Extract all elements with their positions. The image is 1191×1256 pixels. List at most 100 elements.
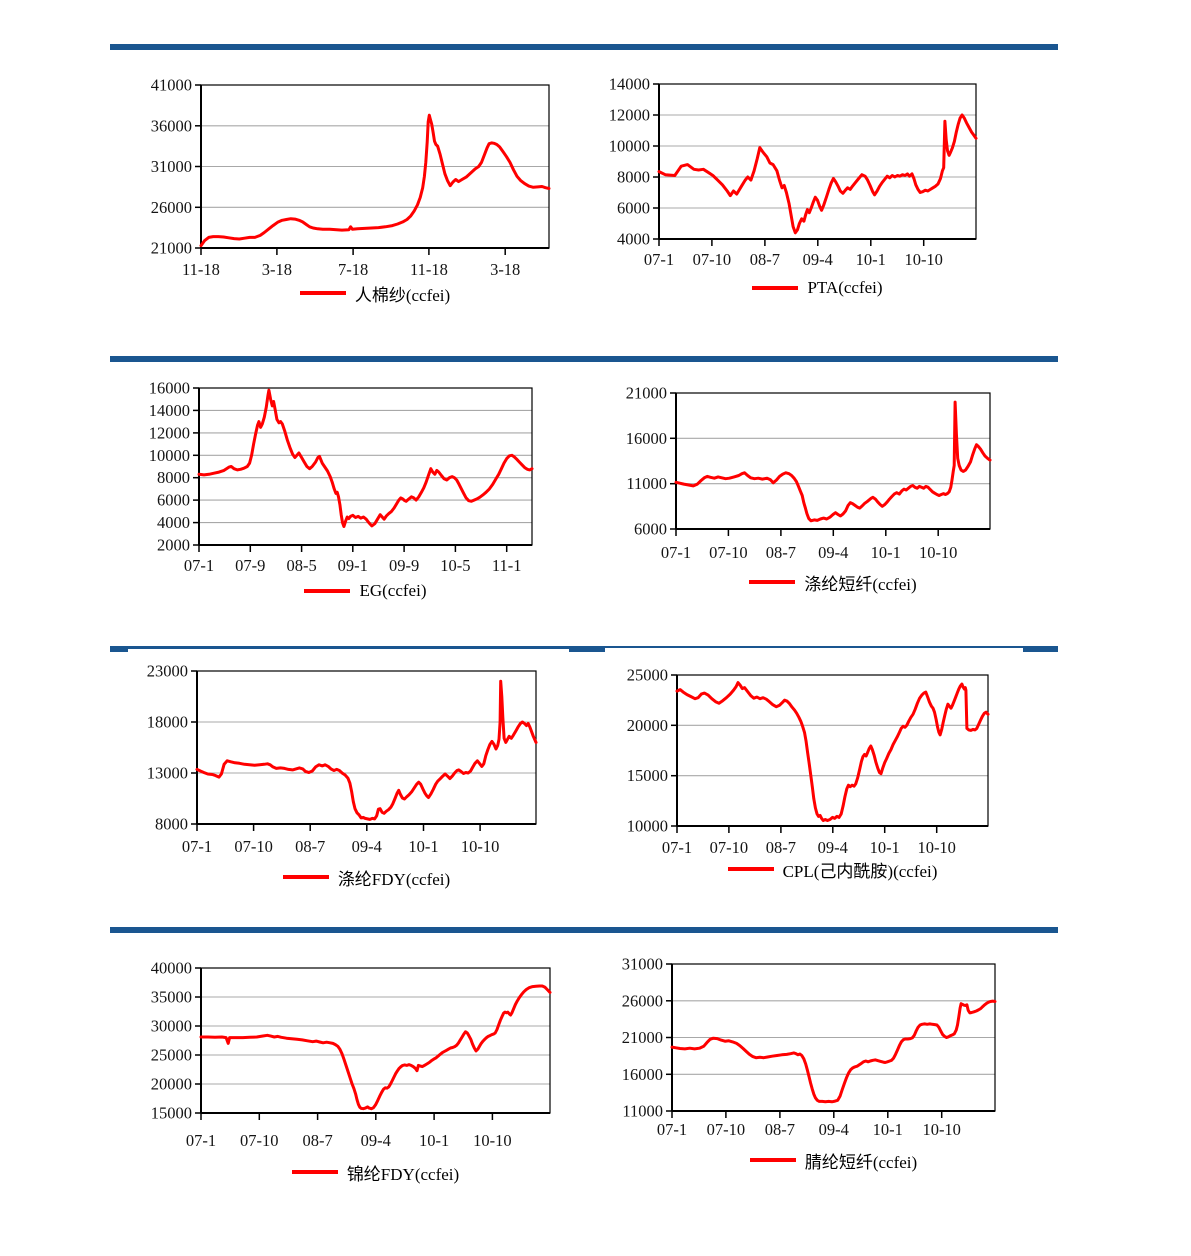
x-tick-label: 08-5 bbox=[286, 556, 316, 575]
y-tick-label: 16000 bbox=[149, 379, 190, 398]
y-tick-label: 10000 bbox=[149, 446, 190, 465]
chart-cpl: 10000 15000 20000 25000 07-1 07-10 08-7 09-4 10-… bbox=[605, 648, 1023, 889]
x-tick-label: 10-5 bbox=[440, 556, 470, 575]
series-line bbox=[199, 113, 551, 248]
chart-rayon-yarn: 21000 26000 31000 36000 41000 11-18 3-18 7-18 11… bbox=[128, 60, 566, 315]
x-tick-label: 07-10 bbox=[240, 1131, 278, 1150]
x-tick-label: 10-1 bbox=[873, 1120, 903, 1139]
x-tick-label: 07-10 bbox=[234, 837, 272, 856]
y-tick-label: 30000 bbox=[151, 1017, 192, 1036]
x-tick-label: 07-9 bbox=[235, 556, 265, 575]
y-tick-label: 8000 bbox=[155, 815, 188, 834]
y-tick-label: 26000 bbox=[622, 991, 663, 1010]
x-tick-label: 09-4 bbox=[803, 250, 833, 269]
y-tick-label: 20000 bbox=[151, 1075, 192, 1094]
chart-legend: 涤纶短纤(ccfei) bbox=[676, 571, 990, 594]
x-tick-label: 10-1 bbox=[856, 250, 886, 269]
y-tick-label: 25000 bbox=[627, 666, 668, 685]
y-tick-label: 6000 bbox=[157, 491, 190, 510]
x-tick-label: 07-1 bbox=[657, 1120, 687, 1139]
chart-legend: 锦纶FDY(ccfei) bbox=[201, 1161, 550, 1184]
y-tick-label: 21000 bbox=[622, 1028, 663, 1047]
legend-label: CPL(己内酰胺)(ccfei) bbox=[782, 861, 938, 881]
x-tick-label: 10-1 bbox=[408, 837, 438, 856]
x-tick-label: 08-7 bbox=[302, 1131, 332, 1150]
y-tick-label: 14000 bbox=[149, 401, 190, 420]
x-tick-label: 09-4 bbox=[361, 1131, 391, 1150]
x-tick-label: 07-10 bbox=[709, 543, 748, 562]
y-tick-label: 10000 bbox=[627, 817, 668, 836]
x-tick-label: 10-10 bbox=[461, 837, 500, 856]
x-tick-label: 08-7 bbox=[295, 837, 325, 856]
chart-polyester-staple: 6000 11000 16000 21000 07-1 07-10 08-7 09-4 10-1… bbox=[612, 370, 1032, 601]
y-tick-label: 26000 bbox=[151, 198, 192, 217]
chart-legend: 人棉纱(ccfei) bbox=[201, 282, 549, 305]
x-tick-label: 10-1 bbox=[871, 543, 901, 562]
legend-label: 涤纶FDY(ccfei) bbox=[337, 869, 451, 889]
y-tick-label: 12000 bbox=[609, 106, 650, 125]
y-tick-label: 4000 bbox=[617, 230, 650, 249]
y-tick-label: 14000 bbox=[609, 75, 650, 94]
legend-line-swatch bbox=[727, 867, 774, 871]
y-tick-label: 15000 bbox=[151, 1104, 192, 1123]
x-tick-label: 09-4 bbox=[352, 837, 382, 856]
legend-label: 涤纶短纤(ccfei) bbox=[804, 574, 917, 594]
section-divider-3 bbox=[110, 646, 1058, 652]
chart-canvas: 11000 16000 21000 26000 31000 07-1 07-10 08-7 09… bbox=[622, 955, 997, 1139]
y-tick-label: 8000 bbox=[157, 468, 190, 487]
y-tick-label: 36000 bbox=[151, 116, 192, 135]
y-tick-label: 16000 bbox=[622, 1065, 663, 1084]
x-tick-label: 07-1 bbox=[184, 556, 214, 575]
chart-canvas: 6000 11000 16000 21000 07-1 07-10 08-7 09-4 10-1… bbox=[626, 384, 992, 562]
x-tick-label: 07-1 bbox=[662, 838, 692, 857]
chart-canvas: 15000 20000 25000 30000 35000 40000 07-1 07-10 0… bbox=[151, 959, 552, 1150]
y-tick-label: 23000 bbox=[147, 662, 188, 681]
chart-canvas: 8000 13000 18000 23000 07-1 07-10 08-7 09-4 10-1… bbox=[147, 662, 538, 856]
x-tick-label: 07-1 bbox=[644, 250, 674, 269]
series-line bbox=[674, 400, 992, 523]
x-tick-label: 07-10 bbox=[710, 838, 749, 857]
x-tick-label: 10-10 bbox=[917, 838, 956, 857]
series-line bbox=[197, 388, 534, 528]
section-divider-1 bbox=[110, 44, 1058, 50]
chart-nylon-fdy: 15000 20000 25000 30000 35000 40000 07-1 07-10 0… bbox=[128, 940, 566, 1193]
x-tick-label: 07-10 bbox=[693, 250, 732, 269]
chart-legend: PTA(ccfei) bbox=[659, 277, 976, 299]
x-tick-label: 09-4 bbox=[819, 1120, 849, 1139]
legend-label: PTA(ccfei) bbox=[807, 278, 883, 297]
x-tick-label: 7-18 bbox=[338, 260, 368, 279]
chart-legend: EG(ccfei) bbox=[199, 580, 532, 602]
y-tick-label: 40000 bbox=[151, 959, 192, 978]
legend-line-swatch bbox=[291, 1170, 338, 1174]
plot-frame bbox=[658, 83, 977, 240]
series-line bbox=[675, 681, 990, 822]
series-line bbox=[670, 999, 997, 1104]
y-tick-label: 35000 bbox=[151, 988, 192, 1007]
chart-canvas: 4000 6000 8000 10000 12000 14000 07-1 07-10 08-7… bbox=[609, 75, 978, 269]
plot-frame bbox=[676, 674, 989, 827]
x-tick-label: 10-10 bbox=[922, 1120, 961, 1139]
x-tick-label: 09-4 bbox=[818, 543, 848, 562]
series-line bbox=[195, 679, 538, 821]
x-tick-label: 07-1 bbox=[182, 837, 212, 856]
x-tick-label: 10-10 bbox=[904, 250, 943, 269]
y-tick-label: 8000 bbox=[617, 168, 650, 187]
series-line bbox=[199, 984, 552, 1111]
x-tick-label: 07-1 bbox=[186, 1131, 216, 1150]
y-tick-label: 6000 bbox=[634, 520, 667, 539]
chart-legend: 涤纶FDY(ccfei) bbox=[197, 866, 536, 889]
y-tick-label: 31000 bbox=[622, 955, 663, 974]
chart-canvas: 2000 4000 6000 8000 10000 12000 14000 16000 07-1… bbox=[149, 379, 534, 575]
x-tick-label: 07-1 bbox=[661, 543, 691, 562]
chart-pta: 4000 6000 8000 10000 12000 14000 07-1 07-10 08-7… bbox=[593, 64, 1008, 314]
x-tick-label: 08-7 bbox=[765, 1120, 795, 1139]
x-tick-label: 08-7 bbox=[750, 250, 780, 269]
legend-line-swatch bbox=[752, 286, 799, 290]
legend-label: 人棉纱(ccfei) bbox=[354, 285, 451, 305]
x-tick-label: 08-7 bbox=[766, 543, 796, 562]
x-tick-label: 10-10 bbox=[473, 1131, 512, 1150]
x-tick-label: 08-7 bbox=[766, 838, 796, 857]
y-tick-label: 10000 bbox=[609, 137, 650, 156]
x-tick-label: 10-1 bbox=[870, 838, 900, 857]
